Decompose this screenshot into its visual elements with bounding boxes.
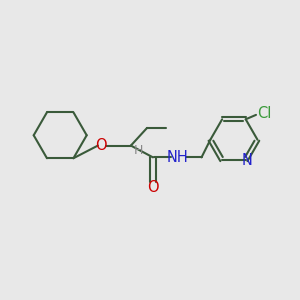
Text: O: O	[147, 180, 159, 195]
Text: Cl: Cl	[257, 106, 272, 121]
Text: N: N	[242, 153, 253, 168]
Text: NH: NH	[167, 150, 189, 165]
Text: O: O	[96, 138, 107, 153]
Text: H: H	[134, 144, 143, 158]
